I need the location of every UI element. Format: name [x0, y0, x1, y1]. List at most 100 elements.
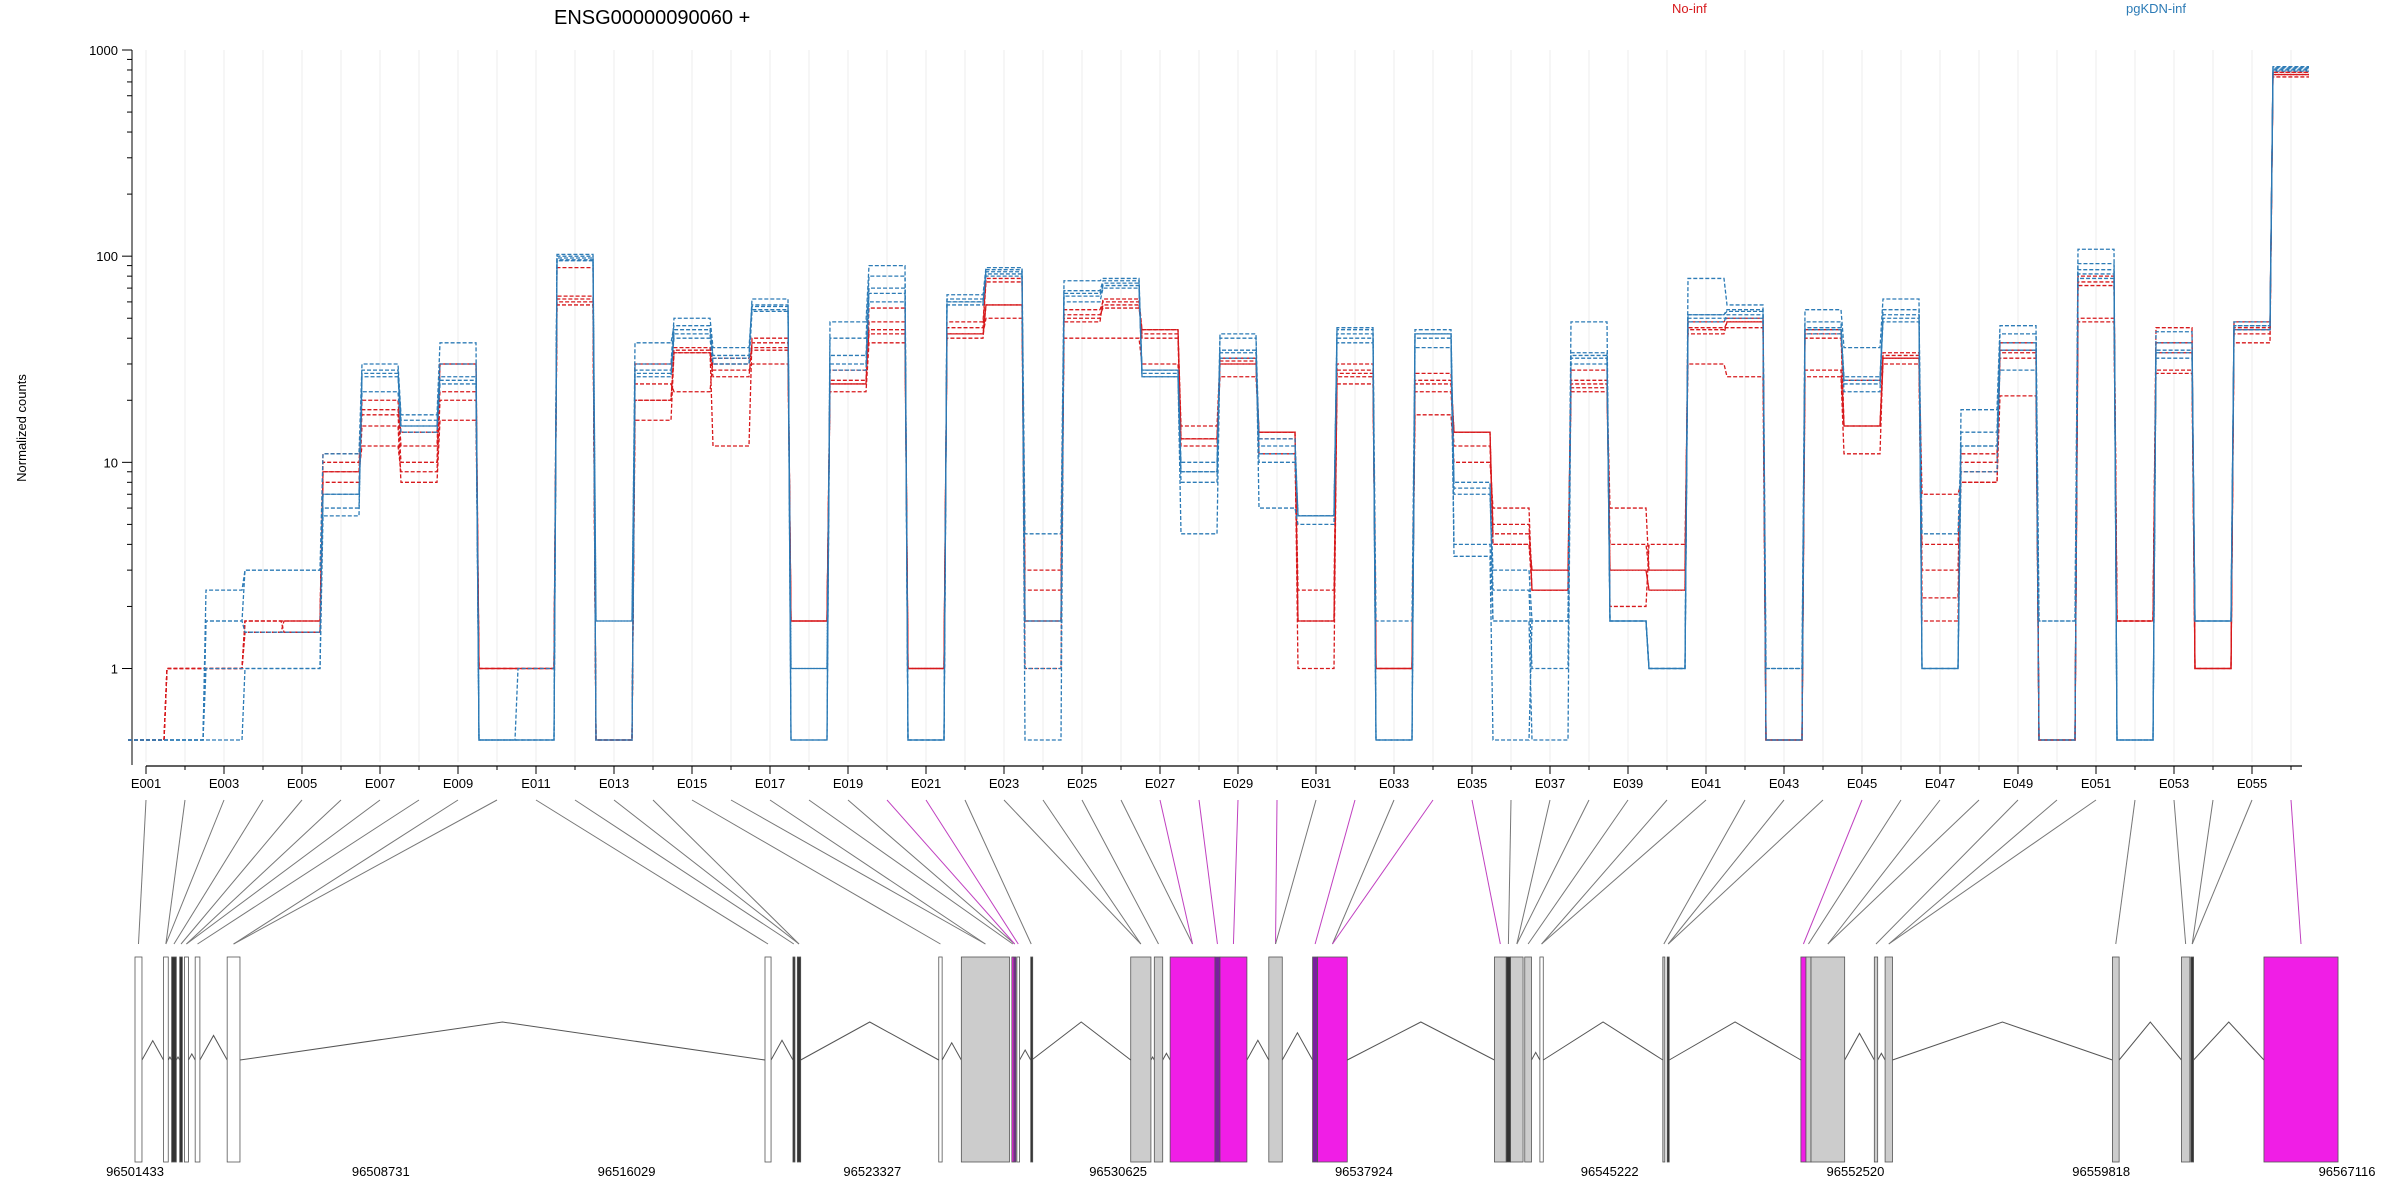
exon-box — [1169, 956, 1216, 1163]
connector-E017 — [769, 799, 986, 945]
exon-box — [1268, 956, 1283, 1163]
exon-box — [796, 956, 802, 1163]
connector-E008 — [197, 799, 420, 945]
connector-E020 — [886, 799, 1016, 945]
connector-E015 — [691, 799, 941, 945]
connector-E023 — [1003, 799, 1142, 945]
connector-E054 — [2191, 799, 2214, 945]
exon-box — [1219, 956, 1248, 1163]
x-tick-label: E025 — [1067, 776, 1097, 791]
x-tick-label: E047 — [1925, 776, 1955, 791]
x-tick-label: E005 — [287, 776, 317, 791]
connector-E048 — [1827, 799, 1980, 945]
x-axis-ticks: E001 E003 E005 E007 E009 E011 E013 E015 E017 E019… — [131, 766, 2292, 791]
exon-box — [1312, 956, 1319, 1163]
intron-line — [1844, 1032, 1875, 1061]
connector-E042 — [1663, 799, 1746, 945]
connector-E034 — [1332, 799, 1434, 945]
chart-axes — [131, 50, 2302, 767]
connector-E032 — [1314, 799, 1356, 945]
connector-E044 — [1667, 799, 1824, 945]
exon-box — [1805, 956, 1812, 1163]
exon-box — [1510, 956, 1524, 1163]
x-tick-label: E009 — [443, 776, 473, 791]
exon-box — [226, 956, 241, 1163]
genomic-coordinate-label: 96559818 — [2072, 1164, 2130, 1179]
connector-E019 — [847, 799, 1016, 945]
exon-box — [1662, 956, 1666, 1163]
connector-E009 — [233, 799, 459, 945]
exon-box — [2181, 956, 2191, 1163]
genomic-coordinate-label: 96523327 — [843, 1164, 901, 1179]
connector-E030 — [1275, 799, 1278, 945]
exon-box — [194, 956, 201, 1163]
genomic-coordinate-label: 96552520 — [1827, 1164, 1885, 1179]
x-tick-label: E033 — [1379, 776, 1409, 791]
connector-E031 — [1275, 799, 1317, 945]
y-tick-label: 1 — [111, 662, 118, 677]
x-tick-label: E049 — [2003, 776, 2033, 791]
connector-E021 — [925, 799, 1019, 945]
genomic-coordinate-label: 96567116 — [2319, 1164, 2376, 1179]
intron-line — [188, 1052, 196, 1061]
connector-E024 — [1042, 799, 1142, 945]
connector-E010 — [233, 799, 498, 945]
exon-box — [2112, 956, 2120, 1163]
intron-line — [1542, 1021, 1664, 1061]
x-tick-label: E035 — [1457, 776, 1487, 791]
y-axis-label: Normalized counts — [14, 374, 29, 482]
intron-line — [1877, 1052, 1886, 1061]
x-tick-label: E053 — [2159, 776, 2189, 791]
exon-box — [1810, 956, 1846, 1163]
connector-E033 — [1331, 799, 1395, 945]
intron-line — [239, 1021, 766, 1061]
connector-E003 — [165, 799, 225, 945]
chart-title: ENSG00000090060 + — [554, 7, 750, 29]
connector-E038 — [1516, 799, 1590, 945]
connector-E029 — [1232, 799, 1239, 945]
exon-box — [938, 956, 943, 1163]
exon-box — [1494, 956, 1507, 1163]
connector-E001 — [137, 799, 147, 945]
intron-line — [175, 1055, 181, 1061]
y-tick-label: 1000 — [89, 43, 118, 58]
connector-E002 — [165, 799, 186, 945]
connector-E045 — [1802, 799, 1863, 945]
x-tick-label: E041 — [1691, 776, 1721, 791]
exon-box — [1884, 956, 1893, 1163]
connector-E039 — [1527, 799, 1629, 945]
connector-E026 — [1120, 799, 1193, 945]
connector-E053 — [2173, 799, 2187, 945]
connector-E047 — [1827, 799, 1941, 945]
genomic-coordinate-label: 96508731 — [352, 1164, 410, 1179]
connector-E035 — [1471, 799, 1501, 945]
connector-E028 — [1198, 799, 1218, 945]
exon-box — [1130, 956, 1152, 1163]
intron-line — [770, 1039, 794, 1061]
connector-E016 — [730, 799, 986, 945]
x-tick-label: E029 — [1223, 776, 1253, 791]
exon-box — [171, 956, 177, 1163]
x-tick-label: E003 — [209, 776, 239, 791]
connector-E056 — [2290, 799, 2302, 945]
x-gridlines — [145, 50, 2292, 762]
connector-E052 — [2115, 799, 2136, 945]
connector-E040 — [1541, 799, 1668, 945]
connector-E041 — [1541, 799, 1707, 945]
intron-line — [1347, 1021, 1495, 1061]
exon-box — [1666, 956, 1670, 1163]
exon-box — [1800, 956, 1807, 1163]
legend-label-no-inf: No-inf — [1672, 1, 1707, 16]
intron-line — [941, 1041, 962, 1061]
y-tick-label: 10 — [104, 455, 118, 470]
intron-line — [199, 1034, 228, 1061]
connector-E014 — [652, 799, 800, 945]
x-tick-label: E039 — [1613, 776, 1643, 791]
x-tick-label: E037 — [1535, 776, 1565, 791]
connector-E018 — [808, 799, 1014, 945]
legend-label-pgkdn-inf: pgKDN-inf — [2126, 1, 2186, 16]
x-tick-label: E001 — [131, 776, 161, 791]
connector-E036 — [1507, 799, 1512, 945]
exon-connector-lines — [137, 799, 2302, 945]
